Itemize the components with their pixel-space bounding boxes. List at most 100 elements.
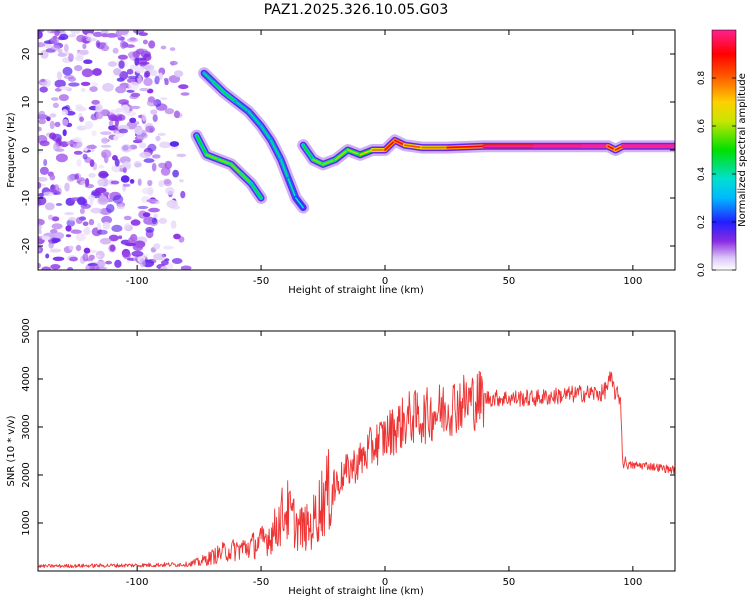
- noise-speckle: [163, 77, 169, 82]
- noise-speckle: [51, 216, 60, 222]
- noise-speckle: [120, 104, 130, 114]
- noise-speckle: [129, 105, 141, 110]
- noise-speckle: [80, 81, 91, 86]
- noise-speckle: [55, 203, 63, 206]
- noise-speckle: [143, 216, 155, 225]
- noise-speckle: [163, 245, 174, 250]
- noise-speckle: [148, 40, 156, 49]
- noise-speckle: [80, 203, 92, 209]
- noise-speckle: [51, 238, 59, 244]
- noise-speckle: [90, 207, 103, 214]
- noise-speckle: [72, 137, 82, 143]
- noise-speckle: [178, 236, 185, 243]
- noise-speckle: [62, 66, 73, 76]
- noise-speckle: [52, 102, 60, 109]
- noise-speckle: [86, 144, 97, 150]
- noise-speckle: [79, 116, 84, 123]
- noise-speckle: [180, 92, 190, 96]
- noise-speckle: [159, 141, 172, 149]
- noise-speckle: [112, 47, 119, 54]
- noise-speckle: [117, 54, 128, 60]
- snr-series: [38, 370, 675, 569]
- colorbar-gradient: [712, 30, 736, 270]
- noise-speckle: [88, 194, 96, 202]
- noise-speckle: [76, 159, 82, 167]
- noise-speckle: [163, 180, 172, 187]
- trace-core: [195, 134, 208, 156]
- noise-speckle: [38, 196, 47, 206]
- noise-speckle: [82, 153, 88, 160]
- noise-speckle: [141, 112, 147, 122]
- noise-speckle: [68, 245, 74, 251]
- noise-speckle: [88, 218, 95, 226]
- noise-speckle: [122, 183, 131, 187]
- y-tick-label: 10: [21, 96, 32, 109]
- noise-speckle: [38, 149, 43, 155]
- noise-speckle: [69, 256, 78, 262]
- noise-speckle: [105, 204, 115, 213]
- noise-speckle: [99, 237, 112, 245]
- noise-speckle: [127, 37, 139, 43]
- noise-speckle: [95, 187, 107, 194]
- noise-speckle: [54, 30, 60, 37]
- noise-speckle: [64, 182, 70, 192]
- y-tick-label: 20: [21, 48, 32, 61]
- noise-speckle: [96, 229, 108, 235]
- noise-speckle: [49, 113, 57, 118]
- noise-speckle: [95, 103, 103, 113]
- noise-speckle: [63, 43, 69, 53]
- trace-core: [384, 139, 396, 151]
- trace-core: [218, 158, 233, 166]
- noise-speckle: [75, 217, 83, 224]
- noise-speckle: [100, 144, 112, 148]
- noise-speckle: [38, 218, 45, 226]
- noise-speckle: [125, 111, 137, 117]
- noise-speckle: [68, 216, 77, 222]
- noise-speckle: [88, 173, 96, 178]
- noise-speckle: [83, 247, 91, 254]
- noise-speckle: [130, 92, 141, 98]
- noise-speckle: [39, 86, 48, 93]
- noise-speckle: [102, 82, 114, 92]
- colorbar-frame: [711, 29, 737, 271]
- x-tick-label: -50: [253, 577, 269, 588]
- trace-core: [287, 178, 297, 199]
- noise-region: [38, 30, 192, 270]
- noise-speckle: [134, 126, 143, 135]
- noise-speckle: [147, 179, 153, 187]
- noise-speckle: [70, 30, 81, 35]
- noise-speckle: [116, 205, 125, 210]
- noise-speckle: [151, 217, 158, 225]
- noise-speckle: [56, 187, 62, 196]
- noise-speckle: [143, 77, 153, 87]
- noise-speckle: [51, 223, 63, 230]
- noise-speckle: [67, 76, 77, 82]
- noise-speckle: [39, 166, 49, 175]
- trace-core: [250, 182, 262, 199]
- noise-speckle: [164, 160, 173, 169]
- noise-speckle: [120, 175, 130, 183]
- noise-speckle: [158, 180, 165, 188]
- noise-speckle: [59, 33, 69, 41]
- trace-core: [240, 173, 252, 185]
- noise-speckle: [134, 57, 140, 66]
- noise-speckle: [129, 117, 137, 124]
- noise-speckle: [41, 236, 51, 241]
- noise-speckle: [79, 208, 85, 215]
- snr-y-label: SNR (10 * v/v): [6, 415, 17, 486]
- noise-speckle: [154, 75, 160, 85]
- noise-speckle: [137, 205, 149, 210]
- noise-speckle: [142, 212, 151, 218]
- noise-speckle: [64, 212, 74, 216]
- noise-speckle: [137, 178, 142, 186]
- x-tick-label: 50: [503, 276, 516, 287]
- noise-speckle: [108, 120, 114, 127]
- noise-speckle: [150, 109, 158, 115]
- noise-speckle: [118, 235, 123, 240]
- snr-line: [38, 370, 675, 569]
- noise-speckle: [158, 162, 167, 169]
- noise-speckle: [102, 191, 110, 196]
- noise-speckle: [142, 39, 148, 45]
- noise-speckle: [132, 50, 141, 58]
- trace-core: [205, 154, 220, 161]
